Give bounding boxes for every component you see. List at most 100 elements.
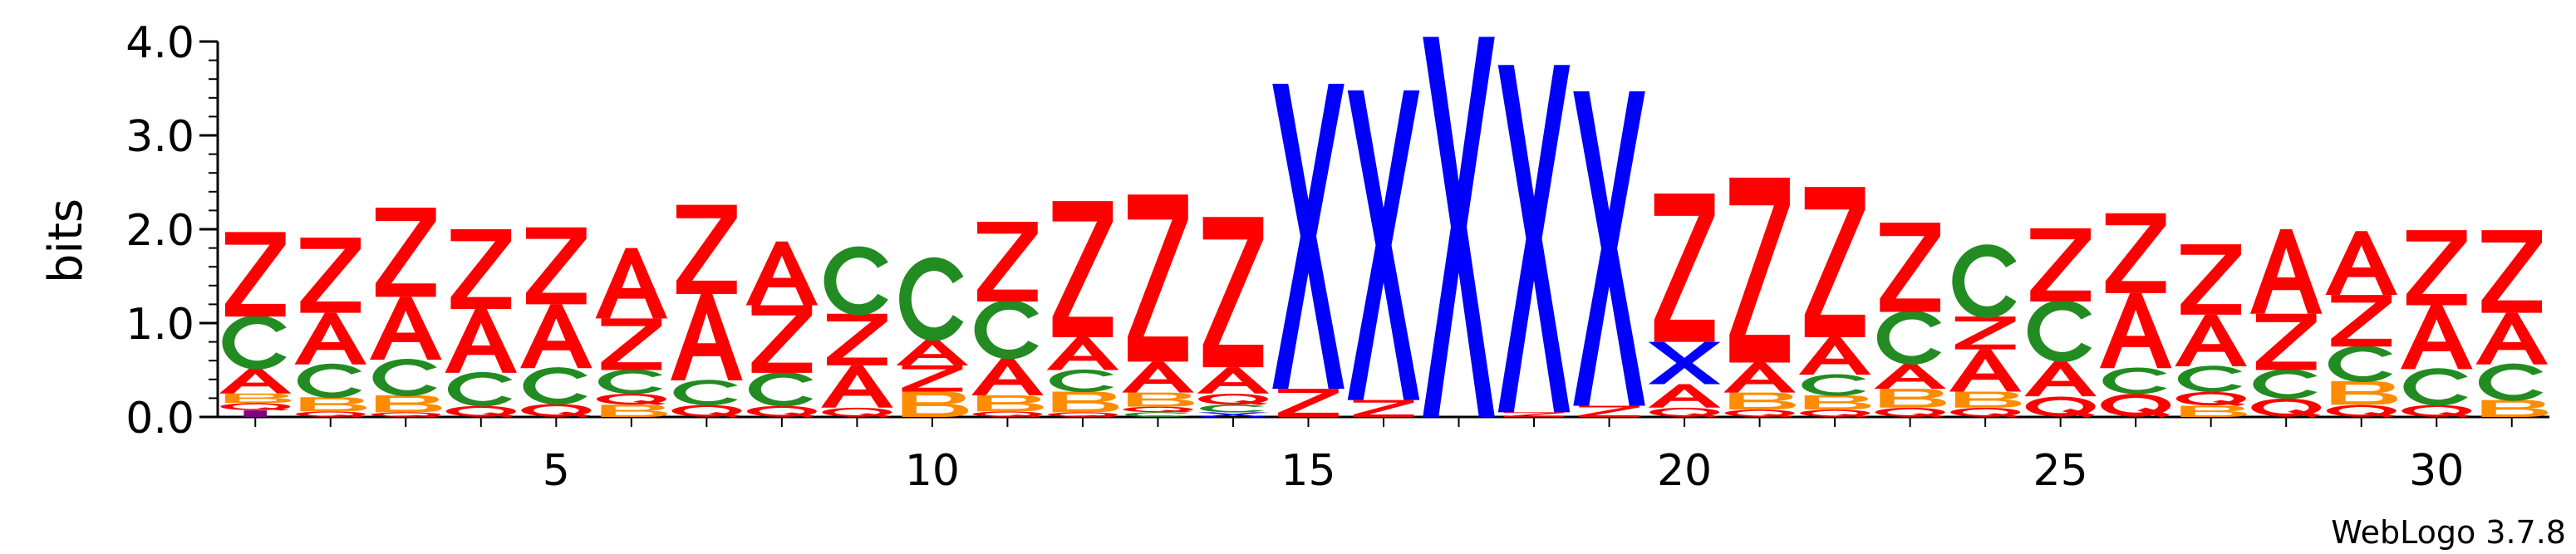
logo-letter-x <box>1423 37 1495 417</box>
logo-letter-q <box>1800 409 1870 418</box>
logo-letter-z <box>2105 213 2166 293</box>
logo-letter-q <box>596 393 666 405</box>
logo-letter-z <box>827 313 887 365</box>
logo-letter-c <box>2102 367 2167 395</box>
logo-letter-c <box>2027 300 2092 362</box>
logo-letter-a <box>2400 305 2473 370</box>
logo-letter-c <box>749 371 814 407</box>
logo-letter-x <box>1497 65 1571 413</box>
logo-letter-z <box>1880 223 1940 312</box>
logo-letter-b <box>1804 395 1871 409</box>
logo-letter-x <box>1347 90 1420 400</box>
logo-letter-a <box>445 309 518 373</box>
logo-letter-c <box>523 367 587 405</box>
logo-letter-q <box>2401 404 2472 418</box>
logo-letter-c <box>2253 369 2318 400</box>
x-tick-label: 10 <box>905 446 960 496</box>
x-tick-label: 30 <box>2409 446 2464 496</box>
logo-letter-q <box>1724 409 1795 418</box>
logo-letter-x <box>1272 83 1345 390</box>
logo-letter-a <box>671 293 743 380</box>
logo-letter-z <box>1654 194 1715 342</box>
logo-letter-a <box>1874 363 1946 390</box>
logo-letter-q <box>1950 407 2021 418</box>
x-tick-label: 15 <box>1281 446 1335 496</box>
logo-letter-q <box>1048 412 1118 418</box>
logo-letter-a <box>1798 336 1871 375</box>
logo-letter-a <box>1949 349 2022 392</box>
logo-letter-q <box>746 405 817 418</box>
logo-letter-z <box>2406 230 2467 306</box>
logo-letter-c <box>2403 368 2468 406</box>
logo-letter-z <box>902 365 963 392</box>
logo-letter-q <box>1649 407 1719 418</box>
logo-letter-a <box>370 297 442 360</box>
logo-letter-z <box>300 238 361 313</box>
logo-letter-q <box>1875 407 1945 418</box>
logo-letter-a <box>1648 384 1721 408</box>
logo-letter-a <box>896 339 969 365</box>
logo-letter-z <box>375 208 436 297</box>
x-tick-label: 25 <box>2033 446 2088 496</box>
logo-letter-z <box>977 221 1038 302</box>
logo-letter-c <box>297 363 362 399</box>
x-tick-label: 5 <box>543 446 570 496</box>
logo-letter-q <box>2251 398 2322 418</box>
logo-letter-a <box>520 304 592 369</box>
logo-letter-c <box>1200 404 1265 413</box>
logo-letter-z <box>1503 412 1565 417</box>
logo-letter-c <box>1802 374 1866 396</box>
x-ticks: 5 10 15 20 25 30 <box>254 417 2513 496</box>
logo-letter-z <box>601 318 662 370</box>
logo-letter-q <box>445 405 516 418</box>
logo-letter-i <box>243 410 268 417</box>
logo-letter-a <box>1723 362 1796 393</box>
logo-letter-q <box>521 404 592 418</box>
logo-letter-q <box>2025 396 2096 418</box>
logo-letter-a <box>745 241 819 306</box>
y-ticks: 0.0 1.0 2.0 3.0 4.0 <box>125 18 218 444</box>
logo-letter-b <box>601 404 668 417</box>
logo-letter-b <box>2481 400 2548 417</box>
logo-letter-c <box>222 315 287 370</box>
y-axis-label: bits <box>39 199 93 283</box>
logo-letter-a <box>2249 229 2323 314</box>
logo-letter-x <box>1648 341 1721 385</box>
logo-letter-a <box>1122 361 1194 393</box>
logo-letter-q <box>2175 391 2246 406</box>
logo-letter-b <box>1052 391 1119 413</box>
logo-letter-q <box>1198 393 1268 405</box>
logo-letter-q <box>671 404 742 418</box>
logo-letter-a <box>1046 336 1119 370</box>
logo-letter-c <box>1124 412 1189 418</box>
logo-letter-z <box>1202 217 1264 368</box>
logo-letter-b <box>375 395 442 413</box>
logo-letter-a <box>971 357 1044 396</box>
logo-letter-x <box>1197 412 1270 417</box>
y-tick-label: 4.0 <box>125 18 194 68</box>
logo-letter-z <box>676 204 737 294</box>
y-tick-label: 2.0 <box>125 206 194 256</box>
logo-letter-q <box>371 412 441 418</box>
logo-letter-q <box>2101 394 2171 418</box>
logo-letter-c <box>1952 244 2017 319</box>
logo-letter-a <box>595 248 668 319</box>
logo-letter-z <box>1353 400 1414 417</box>
logo-letter-a <box>821 365 893 408</box>
logo-letter-c <box>2328 346 2393 383</box>
weblogo-credit: WebLogo 3.7.8 <box>2331 514 2566 551</box>
logo-letter-c <box>372 359 437 397</box>
y-tick-label: 0.0 <box>125 394 194 444</box>
logo-letter-z <box>1052 201 1113 337</box>
logo-letter-c <box>974 300 1039 360</box>
logo-letter-c <box>899 257 964 341</box>
logo-letter-a <box>294 312 367 365</box>
logo-letter-z <box>751 305 813 373</box>
logo-letter-b <box>2331 381 2397 405</box>
logo-letter-c <box>598 369 663 395</box>
logo-letter-b <box>2180 405 2247 417</box>
logo-letter-z <box>1278 389 1339 417</box>
y-tick-label: 3.0 <box>125 112 194 162</box>
logo-letter-b <box>224 393 292 404</box>
logo-letter-a <box>2325 231 2397 296</box>
